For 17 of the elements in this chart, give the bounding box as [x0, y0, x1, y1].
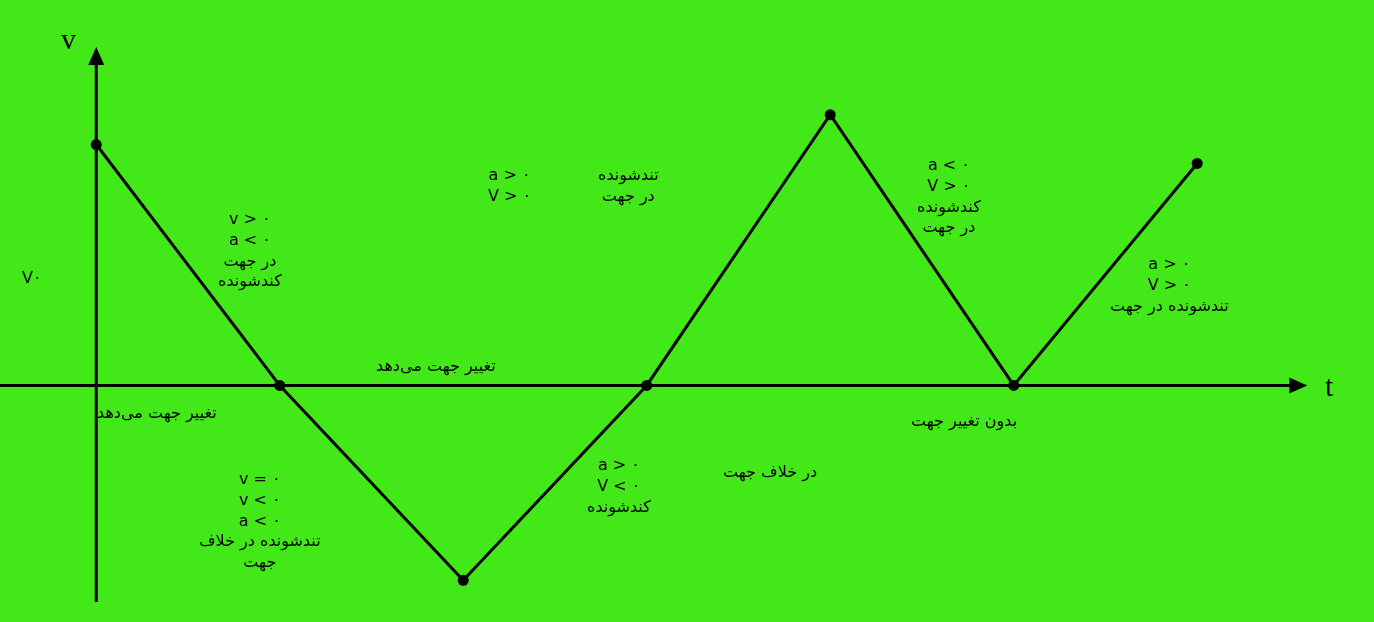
annotation: a < ۰ V > ۰ کندشونده در جهت — [917, 155, 982, 238]
y-axis-title: v — [61, 22, 76, 55]
point — [457, 574, 469, 586]
annotation: V۰ — [22, 268, 42, 287]
x-axis-title: t — [1325, 369, 1334, 402]
annotation: v = ۰ v < ۰ a < ۰ تندشونده در خلاف جهت — [199, 469, 321, 573]
annotation: تندشونده در جهت — [598, 165, 659, 206]
point — [1191, 157, 1203, 169]
annotation: v > ۰ a < ۰ در جهت کندشونده — [218, 209, 283, 292]
annotation: تغییر جهت می‌دهد — [376, 356, 496, 376]
annotation: تغییر جهت می‌دهد — [97, 403, 217, 423]
annotation: a > ۰ V > ۰ — [488, 165, 532, 205]
annotation: a > ۰ V < ۰ کندشونده — [587, 455, 652, 517]
annotation: a > ۰ V > ۰ تندشونده در جهت — [1110, 254, 1229, 316]
annotation: در خلاف جهت — [723, 462, 818, 482]
annotation: بدون تغییر جهت — [911, 411, 1018, 431]
point — [824, 109, 836, 121]
